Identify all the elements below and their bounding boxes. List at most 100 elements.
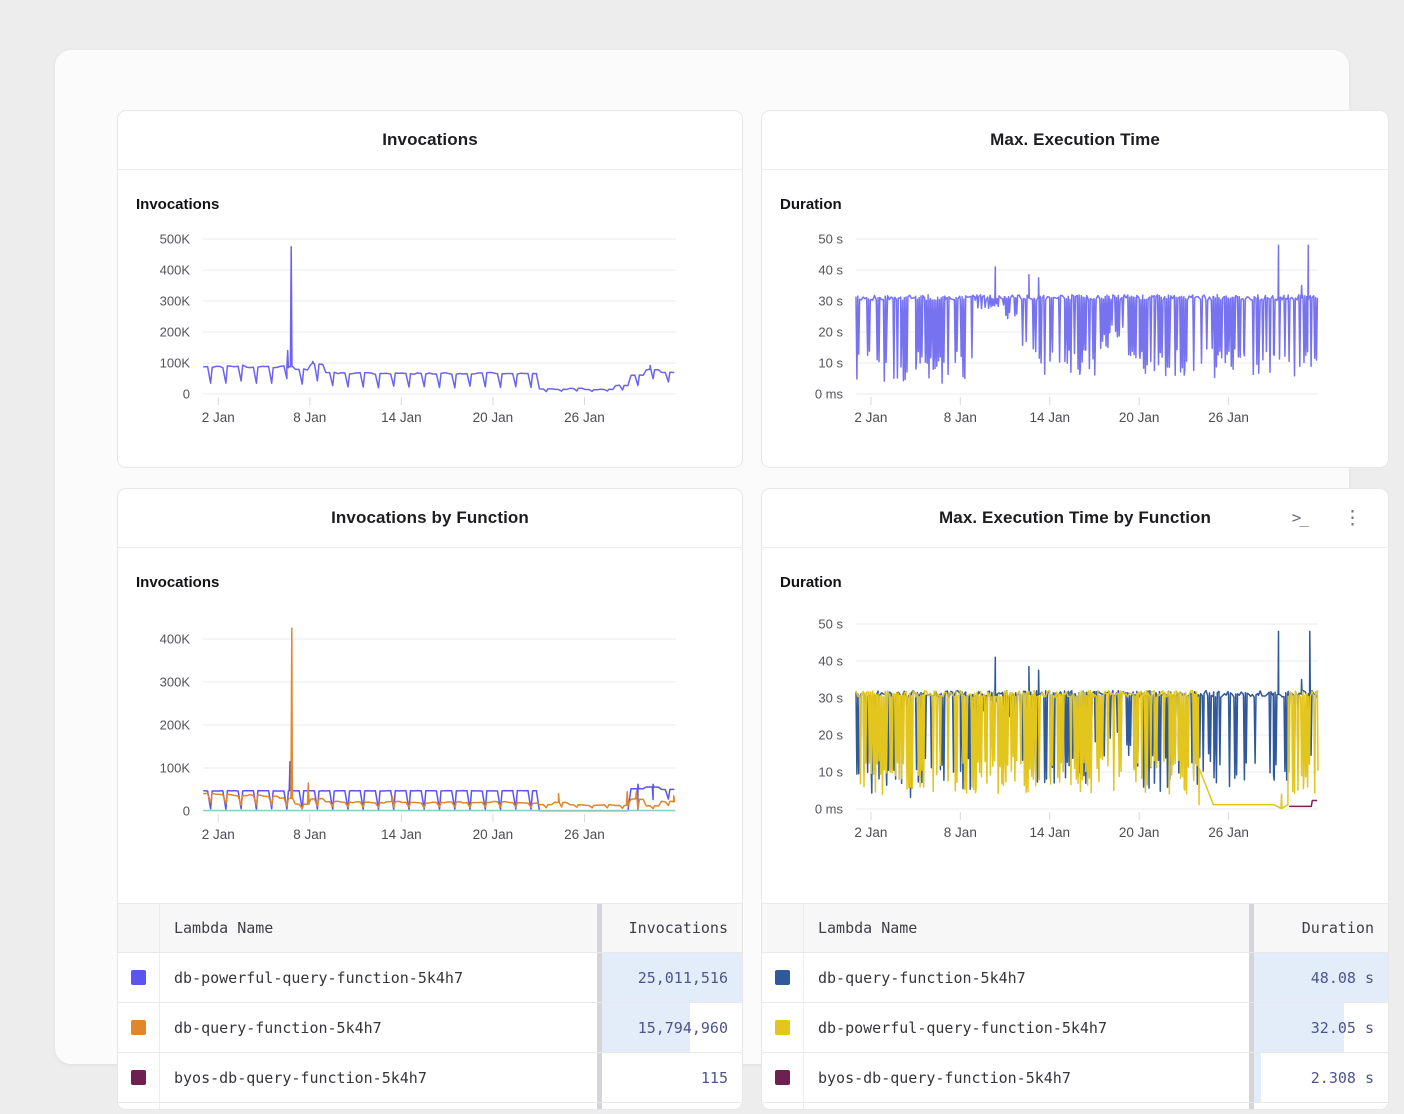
svg-text:50 s: 50 s: [818, 232, 843, 247]
kebab-menu-icon[interactable]: ⋮: [1343, 507, 1362, 529]
table-row[interactable]: db-powerful-query-function-5k4h7 25,011,…: [118, 953, 742, 1003]
svg-text:8 Jan: 8 Jan: [944, 410, 977, 425]
lambda-name-header: Lambda Name: [818, 919, 918, 937]
svg-text:8 Jan: 8 Jan: [293, 827, 326, 842]
panel-invocations-by-function-header: Invocations by Function: [118, 489, 742, 548]
panel-max-execution-time-header: Max. Execution Time: [762, 111, 1388, 170]
panel-max-execution-time-by-function-header: Max. Execution Time by Function >_ ⋮: [762, 489, 1388, 548]
value-cell: 115: [700, 1068, 728, 1087]
svg-text:20 Jan: 20 Jan: [473, 827, 514, 842]
table-row[interactable]: byos-db-query-function-5k4h7 2.308 s: [762, 1053, 1388, 1103]
svg-text:14 Jan: 14 Jan: [381, 827, 422, 842]
panel-invocations-by-function: Invocations by Function Invocations 0 100…: [117, 488, 743, 1110]
value-bar: [602, 953, 742, 1002]
svg-text:10 s: 10 s: [818, 356, 843, 371]
column-divider: [1249, 953, 1254, 1002]
svg-text:20 Jan: 20 Jan: [1119, 825, 1160, 840]
svg-text:14 Jan: 14 Jan: [1029, 410, 1070, 425]
svg-text:30 s: 30 s: [818, 691, 843, 706]
duration-table-header-row: Lambda Name Duration: [762, 903, 1388, 953]
invocations-table: Lambda Name Invocations db-powerful-quer…: [118, 903, 742, 1109]
duration-table: Lambda Name Duration db-query-function-5…: [762, 903, 1388, 1109]
value-cell: 15,794,960: [602, 1003, 742, 1052]
swatch-header-cell: [762, 904, 804, 952]
value-bar: [1254, 953, 1388, 1002]
panel-max-execution-time-by-function-title: Max. Execution Time by Function: [939, 508, 1211, 527]
svg-text:20 Jan: 20 Jan: [1119, 410, 1160, 425]
duration-value-header: Duration: [1301, 919, 1374, 937]
table-row[interactable]: db-query-function-5k4h7 48.08 s: [762, 953, 1388, 1003]
svg-text:20 s: 20 s: [818, 325, 843, 340]
lambda-name-cell: db-powerful-query-function-5k4h7: [818, 1018, 1107, 1037]
duration-by-function-axis-label: Duration: [780, 574, 842, 591]
value-bar: [1254, 1053, 1261, 1102]
column-divider: [597, 953, 602, 1002]
lambda-name-cell: byos-db-query-function-5k4h7: [174, 1068, 427, 1087]
svg-text:400K: 400K: [160, 263, 191, 278]
series-color-swatch: [775, 1070, 790, 1085]
invocations-axis-label: Invocations: [136, 196, 220, 213]
svg-text:100K: 100K: [160, 356, 191, 371]
max-execution-time-chart[interactable]: 0 ms 10 s 20 s 30 s 40 s 50 s 2 Jan 8 Jan 14 Jan…: [762, 229, 1389, 444]
invocations-by-function-chart[interactable]: 0 100K 200K 300K 400K 2 Jan 8 Jan 14 Jan 20 Jan 2…: [118, 607, 743, 862]
invocations-table-header-row: Lambda Name Invocations: [118, 903, 742, 953]
svg-text:40 s: 40 s: [818, 263, 843, 278]
lambda-name-header: Lambda Name: [174, 919, 274, 937]
column-divider: [597, 1053, 602, 1102]
svg-text:26 Jan: 26 Jan: [1208, 410, 1249, 425]
panel-max-execution-time: Max. Execution Time Duration 0 ms 10 s 20 …: [761, 110, 1389, 468]
value-cell: 32.05 s: [1254, 1003, 1388, 1052]
svg-text:14 Jan: 14 Jan: [1029, 825, 1070, 840]
max-execution-time-by-function-chart[interactable]: 0 ms 10 s 20 s 30 s 40 s 50 s 2 Jan 8 Jan 14 Jan…: [762, 607, 1389, 862]
lambda-name-cell: db-powerful-query-function-5k4h7: [174, 968, 463, 987]
svg-text:2 Jan: 2 Jan: [854, 410, 887, 425]
svg-text:0 ms: 0 ms: [815, 802, 844, 817]
table-row[interactable]: db-powerful-query-function-5k4h7 32.05 s: [762, 1003, 1388, 1053]
series-color-swatch: [131, 1070, 146, 1085]
column-divider: [597, 1103, 602, 1109]
panel-invocations-header: Invocations: [118, 111, 742, 170]
svg-text:2 Jan: 2 Jan: [854, 825, 887, 840]
series-color-swatch: [131, 1020, 146, 1035]
lambda-name-cell: db-query-function-5k4h7: [818, 968, 1026, 987]
panel-max-execution-time-title: Max. Execution Time: [990, 130, 1160, 149]
column-divider: [1249, 1003, 1254, 1052]
svg-text:10 s: 10 s: [818, 765, 843, 780]
svg-text:200K: 200K: [160, 325, 191, 340]
panel-invocations: Invocations Invocations 0 100K 200K 300K 400…: [117, 110, 743, 468]
invocations-by-function-axis-label: Invocations: [136, 574, 220, 591]
column-divider: [597, 904, 602, 952]
series-color-swatch: [131, 970, 146, 985]
svg-text:300K: 300K: [160, 294, 191, 309]
table-row[interactable]: byos-db-query-function-5k4h7 115: [118, 1053, 742, 1103]
lambda-name-cell: db-query-function-5k4h7: [174, 1018, 382, 1037]
panel-invocations-by-function-title: Invocations by Function: [331, 508, 529, 527]
column-divider: [1249, 904, 1254, 952]
svg-text:400K: 400K: [160, 632, 191, 647]
value-cell: 48.08 s: [1254, 953, 1388, 1002]
panel-max-execution-time-by-function: Max. Execution Time by Function >_ ⋮ Dur…: [761, 488, 1389, 1110]
invocations-value-header: Invocations: [628, 919, 728, 937]
terminal-icon[interactable]: >_: [1291, 508, 1309, 527]
svg-text:200K: 200K: [160, 718, 191, 733]
svg-text:26 Jan: 26 Jan: [1208, 825, 1249, 840]
svg-text:2 Jan: 2 Jan: [202, 827, 235, 842]
svg-text:26 Jan: 26 Jan: [564, 410, 605, 425]
series-color-swatch: [775, 970, 790, 985]
duration-axis-label: Duration: [780, 196, 842, 213]
svg-text:26 Jan: 26 Jan: [564, 827, 605, 842]
svg-text:2 Jan: 2 Jan: [202, 410, 235, 425]
svg-text:14 Jan: 14 Jan: [381, 410, 422, 425]
swatch-header-cell: [118, 904, 160, 952]
invocations-chart[interactable]: 0 100K 200K 300K 400K 500K 2 Jan 8 Jan 14 Jan 20 …: [118, 229, 743, 444]
series-color-swatch: [775, 1020, 790, 1035]
value-cell: 25,011,516: [602, 953, 742, 1002]
value-bar: [1254, 1003, 1344, 1052]
table-row[interactable]: db-query-function-5k4h7 15,794,960: [118, 1003, 742, 1053]
svg-text:8 Jan: 8 Jan: [293, 410, 326, 425]
svg-text:0: 0: [183, 387, 190, 402]
svg-text:40 s: 40 s: [818, 654, 843, 669]
value-cell: 2.308 s: [1254, 1053, 1388, 1102]
svg-text:50 s: 50 s: [818, 617, 843, 632]
